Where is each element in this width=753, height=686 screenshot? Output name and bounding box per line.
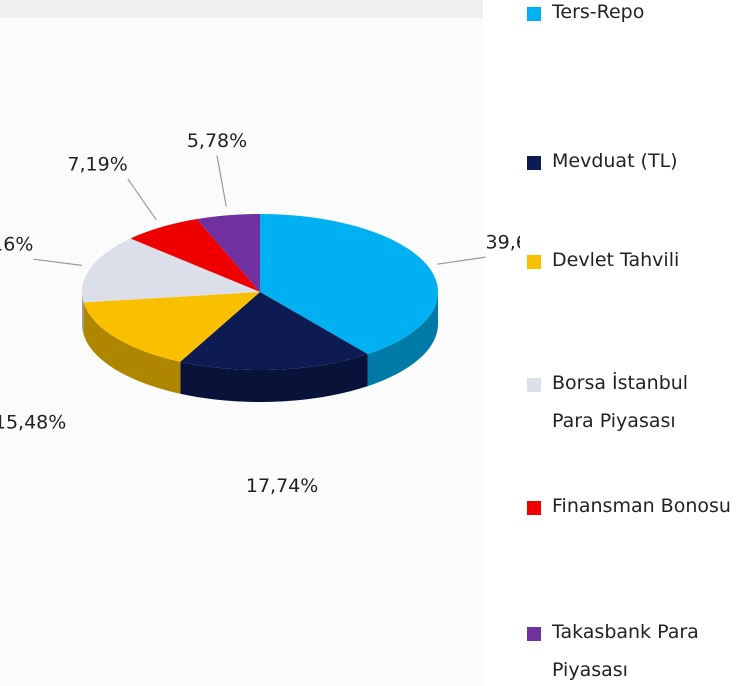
slice-side — [83, 302, 181, 394]
legend-label: Takasbank Para Piyasası — [552, 621, 699, 681]
data-label: 7,19% — [67, 153, 127, 175]
legend-label: Ters-Repo — [552, 1, 645, 23]
data-label: 15,48% — [0, 411, 66, 433]
slice — [196, 214, 260, 292]
legend-label: Devlet Tahvili — [552, 249, 680, 271]
legend-swatch — [527, 501, 541, 515]
leader-line — [437, 256, 486, 265]
legend-swatch — [527, 7, 541, 21]
data-label: 39,65% — [486, 232, 520, 254]
slice — [260, 214, 438, 355]
legend-item: Takasbank Para Piyasası — [527, 621, 752, 686]
slice-side — [367, 292, 438, 387]
slice — [83, 292, 260, 362]
leader-line — [216, 155, 227, 207]
legend-label: Mevduat (TL) — [552, 150, 678, 172]
legend-swatch — [527, 156, 541, 170]
leader-line — [127, 178, 157, 221]
legend-swatch — [527, 255, 541, 269]
slice — [130, 219, 260, 292]
data-label: 17,74% — [246, 475, 318, 497]
slice-side — [180, 354, 368, 402]
slice-side — [82, 292, 84, 335]
leader-line — [33, 258, 83, 266]
legend-item: Borsa İstanbul Para Piyasası — [527, 372, 712, 440]
header-bar — [0, 0, 483, 18]
data-label: 14,16% — [0, 234, 33, 256]
legend-swatch — [527, 627, 541, 641]
chart: 39,65% 17,74% 15,48% 14,16% 7,19% 5,78% — [0, 0, 520, 497]
slice — [82, 238, 260, 303]
legend-swatch — [527, 378, 541, 392]
legend-label: Borsa İstanbul Para Piyasası — [552, 372, 689, 432]
legend-item: Mevduat (TL) — [527, 150, 752, 180]
slice — [180, 292, 368, 370]
legend-item: Ters-Repo — [527, 1, 752, 31]
legend-label: Finansman Bonosu — [552, 495, 731, 517]
legend-item: Finansman Bonosu — [527, 495, 752, 525]
data-label: 5,78% — [187, 130, 247, 152]
legend-item: Devlet Tahvili — [527, 249, 752, 279]
